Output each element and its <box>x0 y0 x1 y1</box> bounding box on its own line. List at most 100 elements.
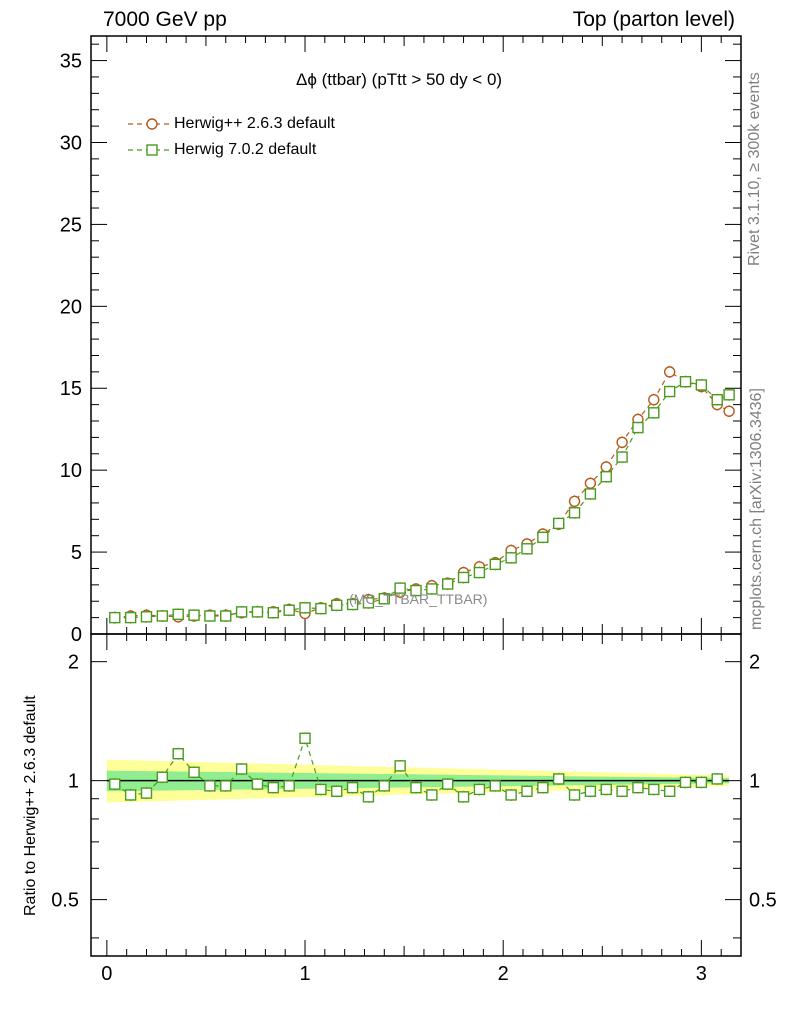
herwigpp-series-point <box>568 495 581 507</box>
herwig7-series-point <box>315 602 327 615</box>
ratio-herwig7-series-point <box>331 785 343 797</box>
herwig7-series-point <box>505 552 517 564</box>
herwig7-series-point <box>616 451 628 463</box>
main-y-tick-label: 20 <box>60 296 82 318</box>
ratio-herwig7-series-point <box>251 778 264 790</box>
ratio-herwig7-series-point <box>267 781 280 794</box>
ratio-herwig7-series-point <box>505 789 517 801</box>
ratio-herwig7-series-point <box>584 785 597 797</box>
ratio-herwig7-series-point <box>188 766 200 778</box>
herwig7-series-point <box>331 599 343 612</box>
main-y-tick-label: 35 <box>60 51 82 73</box>
ratio-herwig7-series-point <box>648 783 660 796</box>
herwig7-series-point <box>378 593 390 605</box>
herwig7-series-point <box>584 488 597 500</box>
ratio-herwig7-series-point <box>315 783 327 796</box>
ratio-herwig7-series-point <box>600 783 612 796</box>
legend-marker-herwigpp <box>146 118 158 130</box>
herwig7-series-point <box>172 608 184 621</box>
herwig7-series-point <box>663 385 676 398</box>
ratio-plot-frame <box>90 633 742 957</box>
main-y-tick-label: 15 <box>60 378 82 400</box>
herwig7-series-point <box>537 531 549 544</box>
herwig7-series-point <box>251 606 264 618</box>
herwig7-series-point <box>648 407 660 419</box>
ratio-y-axis-label: Ratio to Herwig++ 2.6.3 default <box>22 695 39 916</box>
herwig7-series-point <box>140 611 153 623</box>
herwig7-series-point <box>489 558 501 571</box>
herwig7-series-point <box>283 604 295 616</box>
herwig7-series-point <box>156 610 169 622</box>
herwig7-series-point <box>299 602 311 614</box>
ratio-y-tick-label-right: 0.5 <box>749 890 777 912</box>
herwigpp-series-point <box>648 394 660 406</box>
main-y-tick-label: 5 <box>71 542 82 564</box>
herwig7-series-point <box>124 611 137 624</box>
ratio-herwig7-series-point <box>616 785 628 797</box>
herwigpp-series-point <box>584 477 597 489</box>
herwigpp-series-point <box>600 461 612 473</box>
ratio-panel: 0 1 2 3 0.5 0.5 1 1 2 2 <box>51 633 777 985</box>
ratio-y-tick-label-right: 1 <box>749 771 760 793</box>
herwig7-series-point <box>442 578 454 590</box>
ratio-herwig7-series-point <box>362 791 375 803</box>
ratio-herwig7-series-point <box>679 776 692 789</box>
herwig7-series-point <box>109 611 121 624</box>
herwigpp-series-line <box>114 371 730 619</box>
ratio-herwig7-series-point <box>663 785 676 797</box>
ratio-herwig7-series-point <box>172 748 184 760</box>
header-right: Top (parton level) <box>572 8 735 31</box>
ratio-herwig7-series-point <box>711 773 723 785</box>
ratio-herwig7-series-point <box>473 783 486 796</box>
mcplots-label: mcplots.cern.ch [arXiv:1306.3436] <box>748 388 765 630</box>
herwig7-series-point <box>220 610 232 622</box>
ratio-herwig7-series-point <box>299 732 311 744</box>
herwig7-series-point <box>632 421 644 434</box>
ratio-herwig7-series-point <box>521 785 533 797</box>
legend-label-herwigpp: Herwig++ 2.6.3 default <box>174 115 335 132</box>
legend-marker-herwig7 <box>146 144 158 156</box>
plot-title: Δϕ (ttbar) (pTtt > 50 dy < 0) <box>296 70 503 89</box>
ratio-herwig7-series-point <box>632 781 644 794</box>
herwig7-series-point <box>521 543 533 555</box>
ratio-herwig7-series-point <box>124 789 137 801</box>
ratio-herwig7-series-point <box>426 789 438 801</box>
analysis-watermark: (MC_TTBAR_TTBAR) <box>349 591 488 607</box>
ratio-herwig7-series-point <box>457 791 470 803</box>
x-tick-label: 3 <box>696 963 707 985</box>
ratio-herwig7-series-point <box>204 780 216 792</box>
herwig7-series-point <box>568 507 581 519</box>
ratio-herwig7-series-point <box>109 778 121 790</box>
herwig7-series-point <box>410 584 422 597</box>
x-tick-label: 2 <box>498 963 509 985</box>
ratio-herwig7-series-point <box>235 763 248 775</box>
ratio-herwig7-series-point <box>156 771 169 783</box>
ratio-herwig7-series-point <box>537 781 549 794</box>
herwigpp-series-point <box>723 405 735 417</box>
herwig7-series-point <box>552 517 565 530</box>
herwig7-series-point <box>679 375 692 388</box>
ratio-y-tick-label: 0.5 <box>51 890 79 912</box>
herwig7-series-point <box>346 598 359 611</box>
ratio-y-tick-label: 2 <box>68 652 79 674</box>
ratio-herwig7-series-point <box>568 789 581 801</box>
herwig7-series-point <box>723 389 735 401</box>
herwig7-series-point <box>473 566 486 579</box>
main-panel: 0 5 10 15 20 25 30 35 <box>60 35 742 646</box>
herwig7-series-point <box>457 571 470 584</box>
main-y-tick-label: 25 <box>60 214 82 236</box>
herwig7-series-point <box>600 471 612 483</box>
herwigpp-series-point <box>616 436 628 449</box>
legend-label-herwig7: Herwig 7.0.2 default <box>174 141 317 158</box>
ratio-y-tick-label-right: 2 <box>749 652 760 674</box>
herwig7-series-point <box>426 583 438 595</box>
main-y-tick-label: 30 <box>60 132 82 154</box>
ratio-herwig7-series-point <box>552 773 565 785</box>
ratio-y-tick-label: 1 <box>68 771 79 793</box>
x-tick-label: 1 <box>299 963 310 985</box>
herwig7-series-point <box>695 379 708 391</box>
herwig7-series-point <box>711 394 723 406</box>
herwig7-series-point <box>204 610 216 622</box>
ratio-herwig7-series-point <box>394 760 406 772</box>
